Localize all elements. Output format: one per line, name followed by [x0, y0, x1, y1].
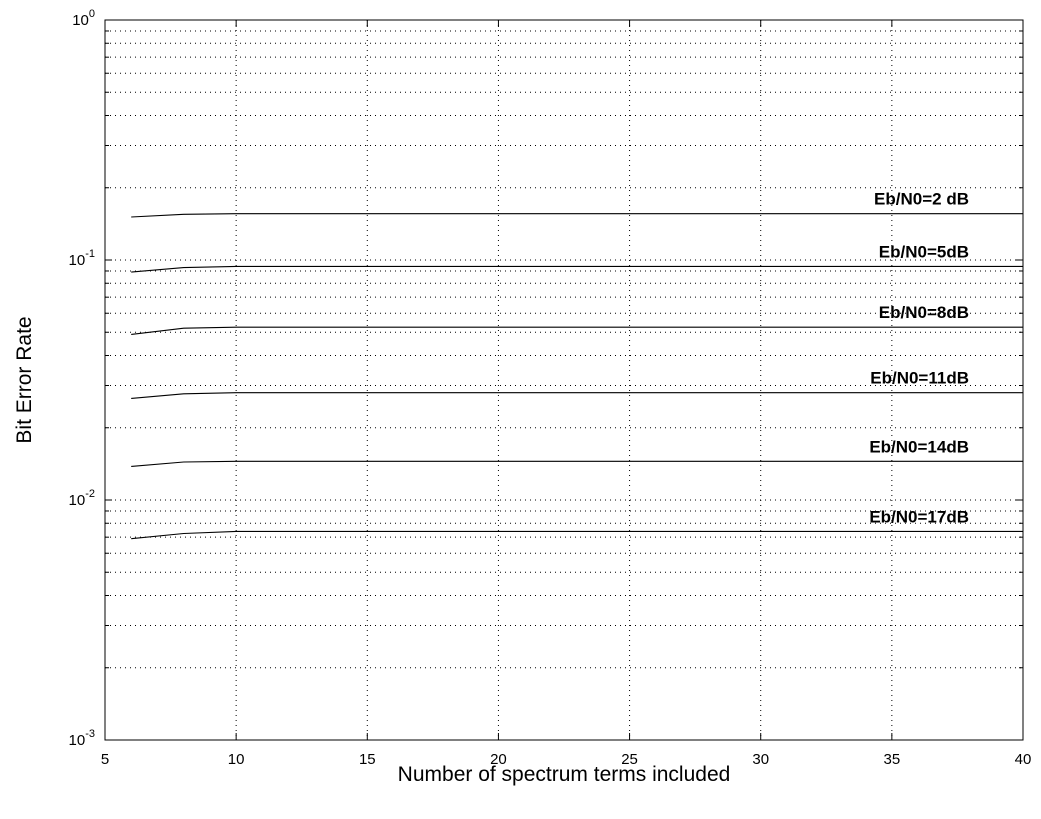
series-line-5	[131, 530, 1023, 540]
y-tick-exponent: -2	[85, 488, 95, 500]
y-tick-label: 10-3	[69, 728, 95, 749]
y-tick-base: 10	[72, 12, 89, 29]
y-tick-base: 10	[69, 492, 86, 509]
series-label-0: Eb/N0=2 dB	[874, 190, 969, 209]
series-line-2	[131, 326, 1023, 335]
series-line-3	[131, 392, 1023, 399]
y-tick-exponent: 0	[89, 8, 95, 20]
series-line-0	[131, 213, 1023, 218]
series-line-4	[131, 460, 1023, 467]
series-label-3: Eb/N0=11dB	[870, 369, 969, 388]
series-label-5: Eb/N0=17dB	[869, 507, 969, 526]
x-tick-label: 20	[490, 751, 507, 768]
y-tick-label: 10-1	[69, 248, 95, 269]
axis-ticks	[104, 20, 1024, 741]
series-label-1: Eb/N0=5dB	[879, 242, 969, 261]
x-tick-label: 30	[752, 751, 769, 768]
y-axis-label: Bit Error Rate	[13, 316, 36, 443]
series-line-1	[131, 265, 1023, 273]
x-tick-label: 40	[1015, 751, 1032, 768]
y-tick-label: 100	[72, 8, 95, 29]
y-tick-base: 10	[69, 732, 86, 749]
y-tick-exponent: -1	[85, 248, 95, 260]
x-tick-label: 35	[884, 751, 901, 768]
grid	[105, 20, 1023, 740]
x-tick-label: 5	[101, 751, 109, 768]
x-tick-label: 10	[228, 751, 245, 768]
series-lines	[131, 213, 1023, 540]
series-label-4: Eb/N0=14dB	[869, 437, 969, 456]
y-tick-exponent: -3	[85, 728, 95, 740]
x-axis-label: Number of spectrum terms included	[398, 763, 731, 786]
plot-frame	[104, 19, 1024, 741]
x-tick-label: 15	[359, 751, 376, 768]
series-label-2: Eb/N0=8dB	[879, 303, 969, 322]
x-tick-label: 25	[621, 751, 638, 768]
series-labels: Eb/N0=2 dB Eb/N0=5dB Eb/N0=8dB Eb/N0=11dB Eb…	[869, 190, 969, 527]
x-tick-labels: 5 10 15 20 25 30 35 40	[101, 751, 1032, 768]
y-tick-base: 10	[69, 252, 86, 269]
y-tick-label: 10-2	[69, 488, 95, 509]
